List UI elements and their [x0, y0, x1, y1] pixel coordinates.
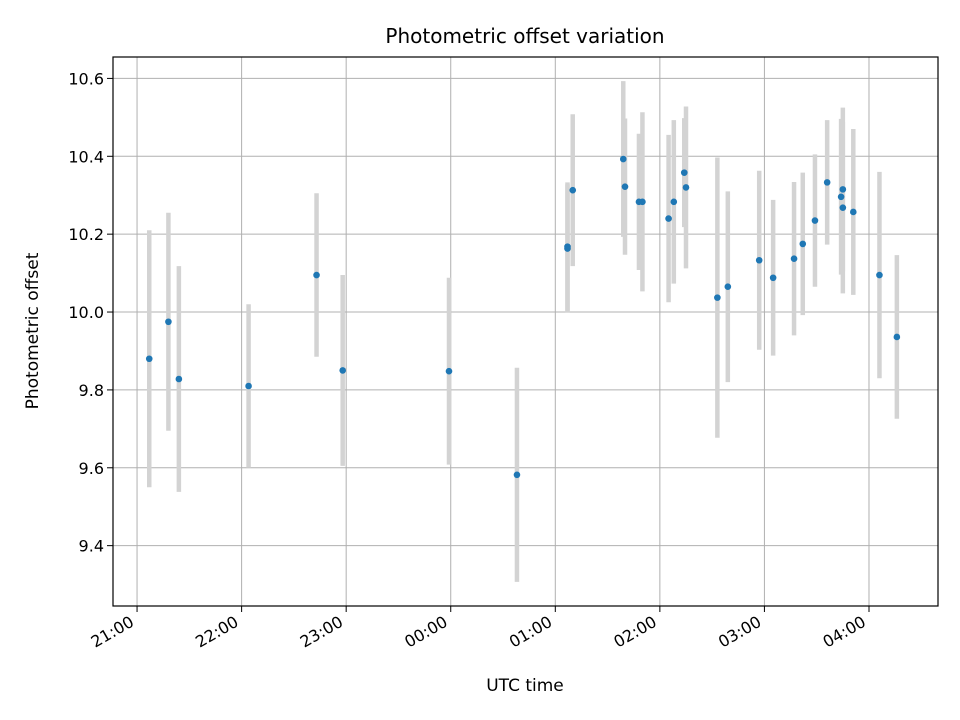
- y-tick-label: 10.2: [68, 225, 104, 244]
- data-point: [639, 198, 646, 206]
- data-point: [339, 367, 346, 374]
- data-point: [245, 382, 252, 390]
- data-point: [569, 186, 577, 194]
- y-tick-label: 10.6: [68, 69, 104, 88]
- data-point: [714, 294, 721, 301]
- data-point: [823, 179, 831, 186]
- data-point: [175, 375, 183, 383]
- data-point: [769, 274, 777, 282]
- y-tick-label: 10.0: [68, 303, 104, 322]
- data-point: [619, 155, 627, 163]
- data-point: [670, 198, 678, 206]
- data-point: [837, 193, 845, 201]
- y-axis-ticks: 9.4 9.6 9.8 10.0 10.2 10.4 10.6: [68, 69, 113, 556]
- data-point: [564, 245, 571, 252]
- y-tick-label: 9.6: [79, 459, 104, 478]
- data-point: [145, 355, 153, 363]
- y-axis-label: Photometric offset: [23, 252, 43, 409]
- data-point: [621, 183, 629, 190]
- data-point: [445, 367, 453, 375]
- y-tick-label: 9.4: [79, 537, 104, 556]
- data-point: [811, 217, 819, 224]
- data-point: [876, 271, 883, 279]
- data-point: [724, 283, 732, 291]
- data-point: [313, 271, 320, 279]
- data-point: [839, 186, 847, 193]
- data-point: [799, 240, 807, 248]
- data-point: [165, 318, 172, 326]
- data-point: [513, 471, 521, 479]
- data-point: [790, 255, 798, 262]
- data-point: [839, 204, 847, 211]
- x-axis-label: UTC time: [486, 676, 564, 696]
- plot-frame: [112, 56, 939, 607]
- data-points: [145, 155, 901, 479]
- data-point: [893, 333, 901, 341]
- y-tick-label: 10.4: [68, 147, 104, 166]
- y-tick-label: 9.8: [79, 381, 104, 400]
- data-point: [665, 215, 672, 222]
- chart-title: Photometric offset variation: [385, 24, 664, 48]
- data-point: [755, 256, 763, 264]
- data-point: [850, 208, 857, 216]
- data-point: [680, 169, 688, 176]
- data-point: [682, 184, 690, 191]
